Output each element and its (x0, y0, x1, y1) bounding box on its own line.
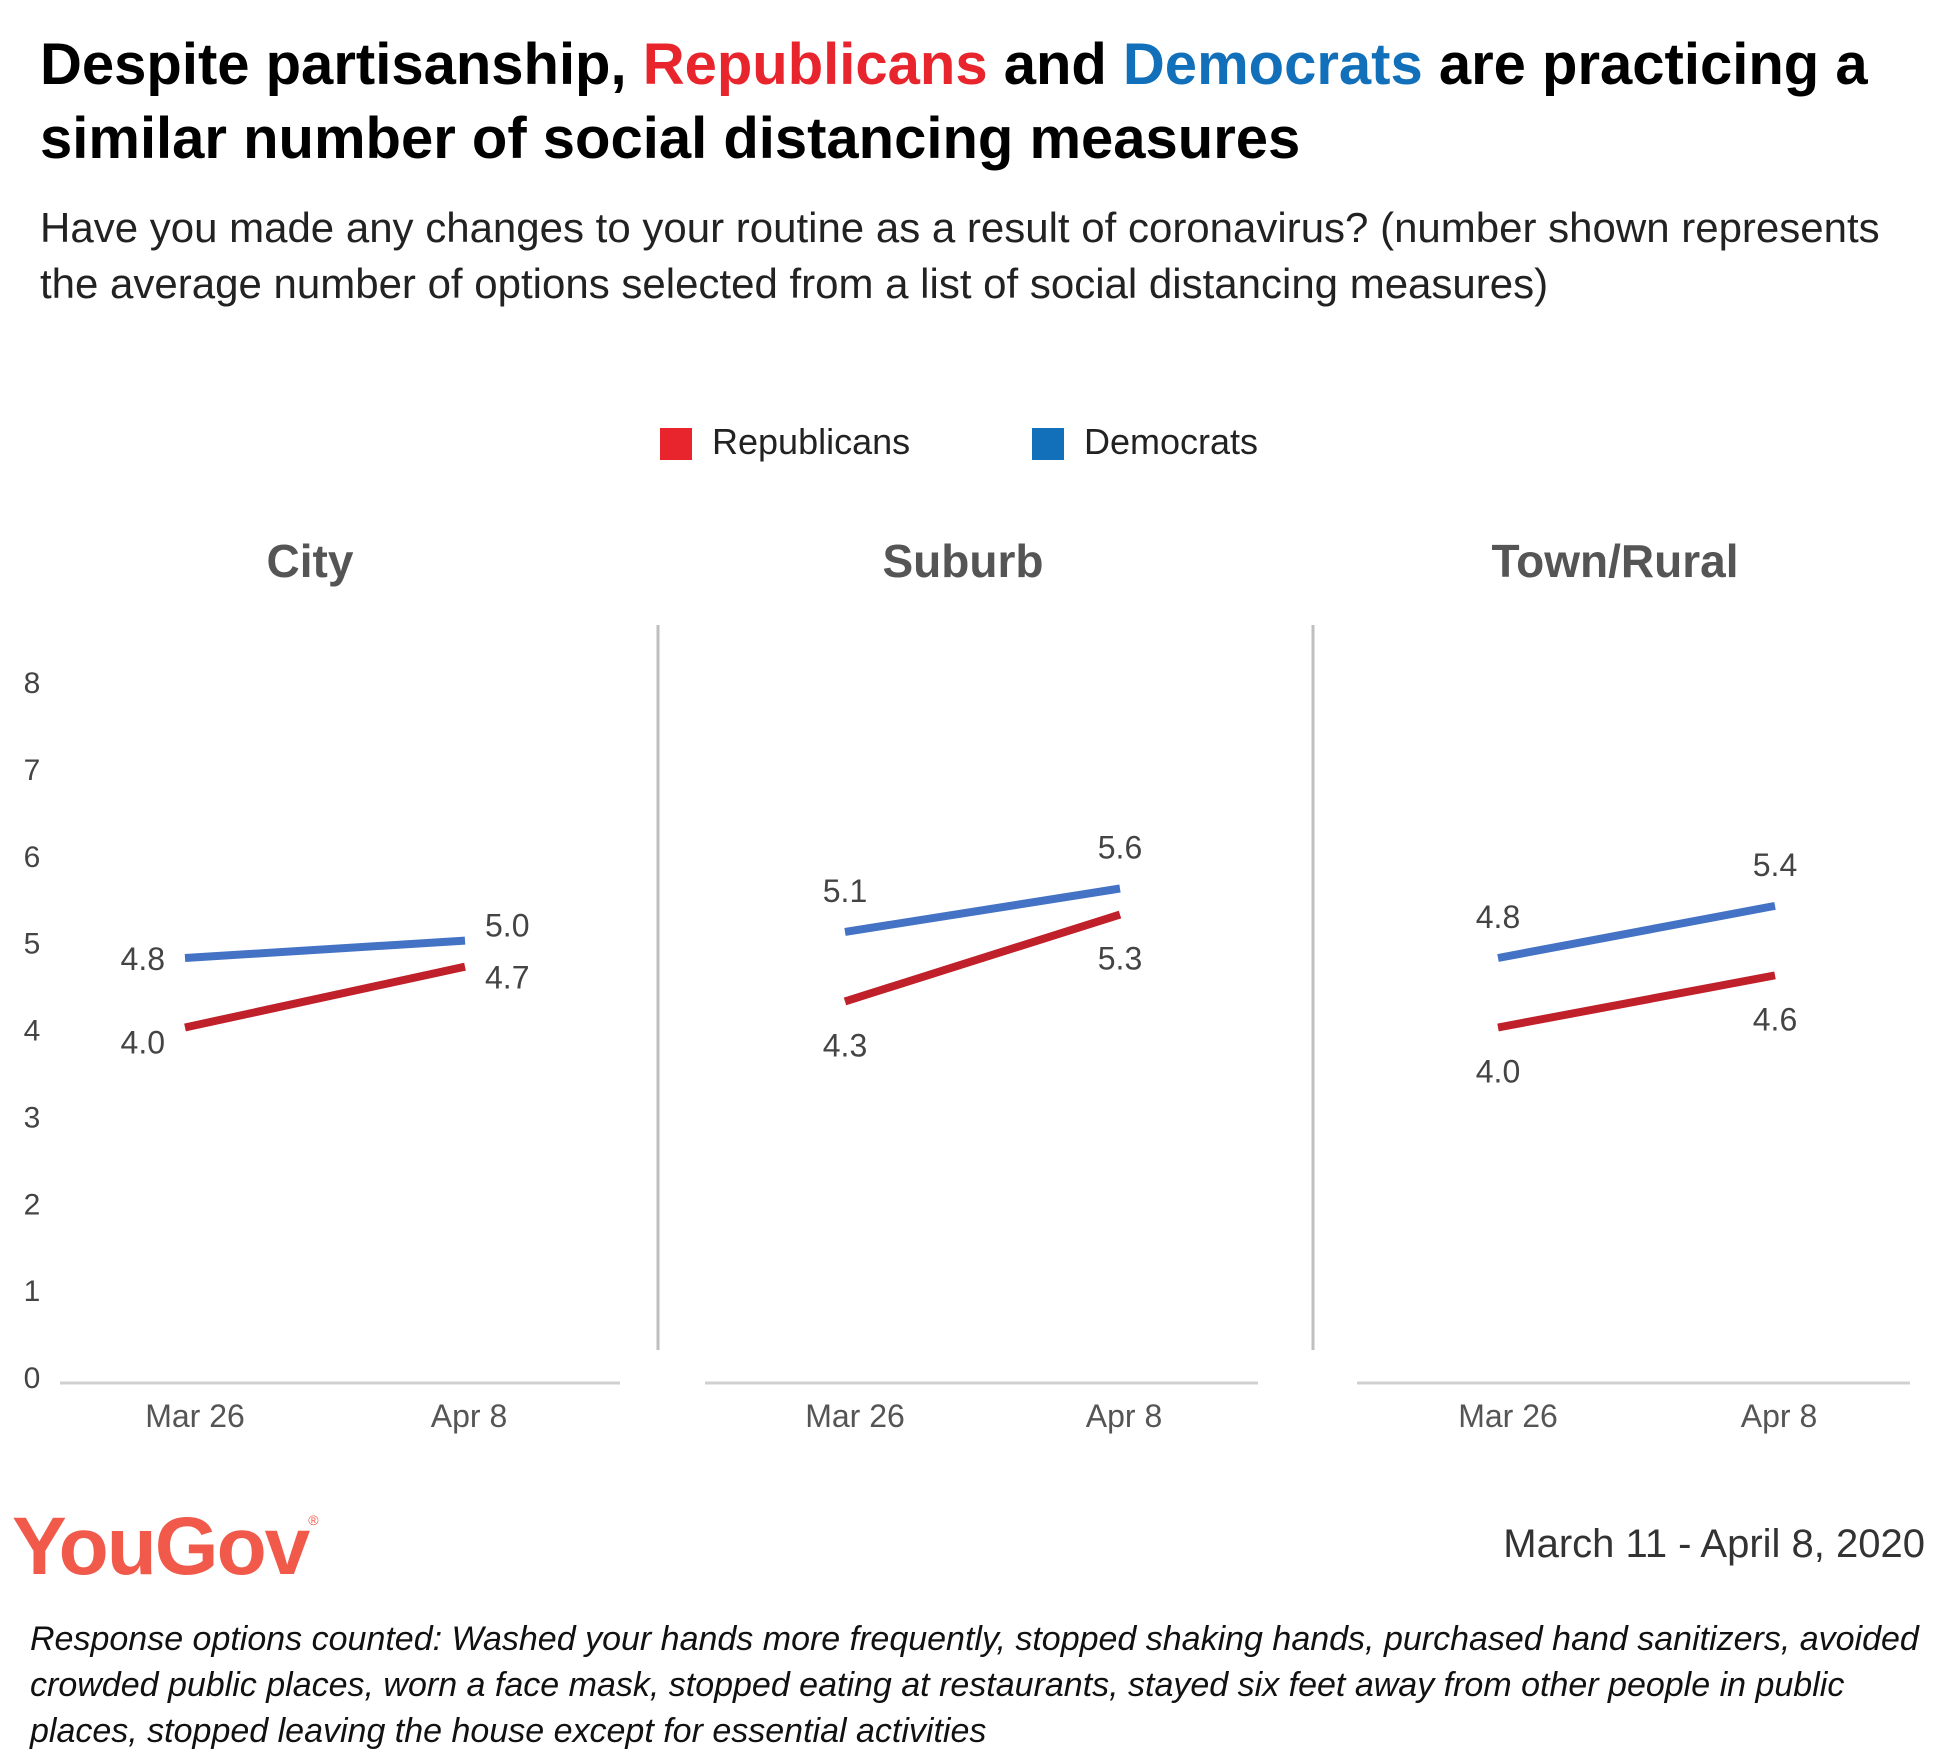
data-label-democrats: 5.6 (1098, 830, 1142, 866)
date-range: March 11 - April 8, 2020 (1503, 1522, 1925, 1566)
series-line-democrats-suburb (844, 884, 1121, 936)
series-line-democrats-town-rural (1497, 901, 1776, 962)
title-part-2: and (987, 32, 1123, 97)
series-line-republicans-suburb (843, 910, 1122, 1006)
data-label-democrats: 5.1 (823, 873, 867, 909)
logo-registered-mark: ® (308, 1512, 318, 1528)
y-tick-label: 4 (24, 1015, 41, 1048)
data-label-republicans: 4.0 (1476, 1054, 1520, 1090)
x-tick-label: Mar 26 (805, 1398, 905, 1434)
yougov-logo: YouGov® (12, 1500, 319, 1594)
legend-swatch-republicans (660, 428, 692, 460)
title-part-1: Despite partisanship, (40, 32, 643, 97)
panel-title-city: City (267, 535, 354, 587)
data-label-republicans: 4.3 (823, 1027, 867, 1063)
data-label-democrats: 4.8 (121, 941, 165, 977)
legend-label-republicans: Republicans (712, 421, 910, 462)
y-tick-label: 7 (24, 754, 41, 787)
y-tick-label: 6 (24, 841, 41, 874)
title-republicans: Republicans (642, 32, 988, 97)
x-tick-label: Apr 8 (431, 1398, 507, 1434)
chart-title: Despite partisanship, Republicans and De… (40, 28, 1920, 176)
logo-text: YouGov (12, 1501, 310, 1592)
x-tick-label: Mar 26 (145, 1398, 245, 1434)
panel-title-suburb: Suburb (883, 535, 1044, 587)
x-tick-label: Apr 8 (1741, 1398, 1817, 1434)
x-tick-label: Apr 8 (1086, 1398, 1162, 1434)
legend-label-democrats: Democrats (1084, 421, 1258, 462)
y-tick-label: 8 (24, 667, 41, 700)
series-line-republicans-city (184, 962, 466, 1032)
panel-title-town-rural: Town/Rural (1491, 535, 1738, 587)
y-tick-label: 5 (24, 928, 41, 961)
series-line-democrats-city (184, 936, 466, 962)
series-line-republicans-town-rural (1497, 971, 1776, 1032)
data-label-republicans: 5.3 (1098, 941, 1142, 977)
data-label-democrats: 5.4 (1753, 847, 1797, 883)
title-part-3: are practicing a similar number of socia… (40, 32, 1868, 171)
data-label-republicans: 4.6 (1753, 1001, 1797, 1037)
y-tick-label: 3 (24, 1101, 41, 1134)
data-label-democrats: 4.8 (1476, 899, 1520, 935)
y-tick-label: 1 (24, 1275, 41, 1308)
data-label-republicans: 4.0 (121, 1025, 165, 1061)
data-label-republicans: 4.7 (485, 960, 529, 996)
y-tick-label: 2 (24, 1188, 41, 1221)
data-label-democrats: 5.0 (485, 908, 529, 944)
x-tick-label: Mar 26 (1458, 1398, 1558, 1434)
footnote: Response options counted: Washed your ha… (30, 1620, 1919, 1750)
line-chart: Republicans Democrats 0 1 2 3 4 5 6 7 8 City Mar 26 A… (24, 421, 1910, 1434)
y-tick-label: 0 (24, 1362, 41, 1395)
title-democrats: Democrats (1122, 32, 1423, 97)
legend-swatch-democrats (1032, 428, 1064, 460)
chart-subtitle: Have you made any changes to your routin… (40, 204, 1880, 307)
